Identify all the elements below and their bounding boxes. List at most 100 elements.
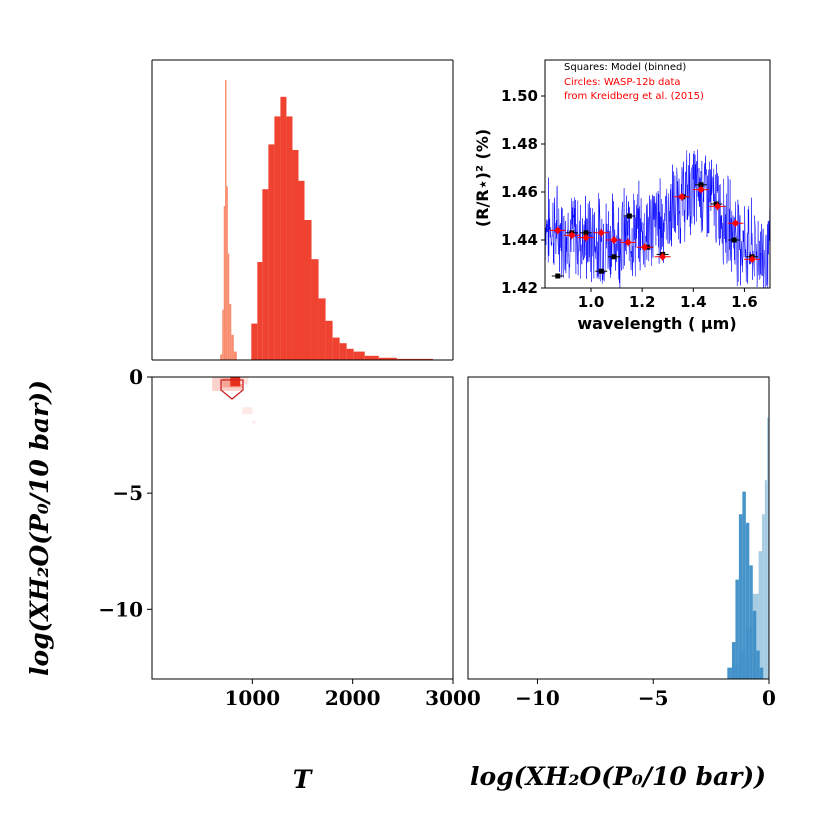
model-bin-square [626,213,632,219]
histogram-bar [222,309,224,360]
inset-x-ticks: 1.0 1.2 1.4 1.6 [578,288,758,311]
inset-background [545,60,770,288]
histogram-bar [286,116,293,361]
y-tick-label: −10 [98,597,143,621]
inset-y-label: (R/R⋆)² (%) [473,129,492,227]
model-bin-square [698,182,704,188]
x-axis-label-temperature: T [293,765,314,794]
data-point-circle [569,232,575,238]
histogram-bar [759,667,764,679]
temperature-histogram-bars [220,80,433,361]
data-point-circle [678,194,685,200]
temperature-histogram-panel [151,59,454,361]
histogram-bar [318,298,326,360]
inset-x-label: wavelength ( μm) [577,314,736,333]
histogram-bar [223,206,226,360]
x-tick-label: 2000 [325,686,381,710]
histogram-bar [745,522,750,679]
histogram-bar [332,337,340,360]
inset-y-tick-label: 1.42 [501,279,538,297]
histogram-bar [727,667,732,679]
data-point-circle [714,203,721,210]
inset-y-tick-label: 1.44 [501,231,538,249]
histogram-bar [298,180,305,360]
histogram-bar [292,150,299,360]
histogram-bar [339,343,347,360]
x-axis-label-abundance: log(XH₂O(P₀/10 bar)) [470,762,766,791]
inset-x-tick-label: 1.4 [680,293,707,311]
histogram-bar [346,348,354,360]
abundance-y-ticks: 0 −5 −10 [98,365,152,621]
histogram-bar [396,358,433,360]
inset-y-tick-label: 1.48 [501,135,538,153]
x-tick-label: 0 [762,686,776,710]
data-point-circle [749,256,755,263]
histogram-bar [731,642,736,679]
abundance-x-ticks: −10 −5 0 [515,679,776,710]
histogram-bar [304,220,312,360]
x-tick-label: −10 [515,686,560,710]
axis-frame [151,376,454,680]
inset-frame [544,59,771,289]
density-cell [240,377,249,384]
histogram-bar [227,253,230,360]
abundance-histogram-panel: −10 −5 0 [467,376,776,710]
data-point-circle [732,220,739,226]
joint-density-cells [212,377,256,424]
histogram-bar [762,514,765,679]
histogram-bar [231,334,234,360]
inset-y-ticks: 1.42 1.44 1.46 1.48 1.50 [501,87,545,297]
histogram-bar [225,80,227,360]
histogram-bar [738,514,743,679]
y-axis-label-abundance: log(XH₂O(P₀/10 bar)) [25,380,54,676]
inset-y-tick-label: 1.46 [501,183,538,201]
density-cell [242,407,253,415]
data-point-circle [625,239,631,246]
histogram-bar [325,320,333,360]
data-point-circle [554,227,561,234]
histogram-bar [311,259,319,360]
inset-y-tick-label: 1.50 [501,87,538,105]
legend-reference: from Kreidberg et al. (2015) [564,91,704,102]
data-point-circle [598,230,605,236]
histogram-bar [268,144,275,360]
histogram-bar [274,116,281,361]
histogram-bar [756,650,760,679]
x-tick-label: 1000 [224,686,280,710]
histogram-bar [742,491,746,679]
inset-x-tick-label: 1.0 [578,293,605,311]
density-cell [252,421,256,424]
legend-circles: Circles: WASP-12b data [564,77,681,88]
histogram-bar [226,186,228,360]
histogram-bar [257,262,263,360]
x-tick-label: −5 [638,686,669,710]
model-bin-square [583,230,589,236]
histogram-bar [735,579,739,679]
histogram-bar [280,96,287,361]
binned-points [549,182,761,279]
data-point-circle [659,253,666,260]
histogram-bar [764,480,768,679]
model-bin-square [555,273,561,279]
model-bin-square [731,237,737,243]
axis-frame [467,376,770,680]
histogram-bar [758,551,763,679]
histogram-bar [233,351,237,360]
histogram-bar [364,355,379,360]
y-tick-label: 0 [129,365,143,389]
histogram-bar [220,354,223,360]
histogram-bar [353,351,365,360]
model-bin-square [611,254,617,260]
histogram-bar [251,323,258,360]
abundance-histogram-bars [727,417,769,679]
data-point-circle [641,244,648,250]
legend-squares: Squares: Model (binned) [564,62,686,73]
histogram-bar [262,189,269,360]
model-bin-square [598,268,604,274]
inset-x-tick-label: 1.2 [629,293,656,311]
y-tick-label: −5 [112,481,143,505]
x-tick-label: 3000 [425,686,481,710]
histogram-bar [229,304,232,360]
temperature-x-ticks: 1000 2000 3000 [224,679,481,710]
